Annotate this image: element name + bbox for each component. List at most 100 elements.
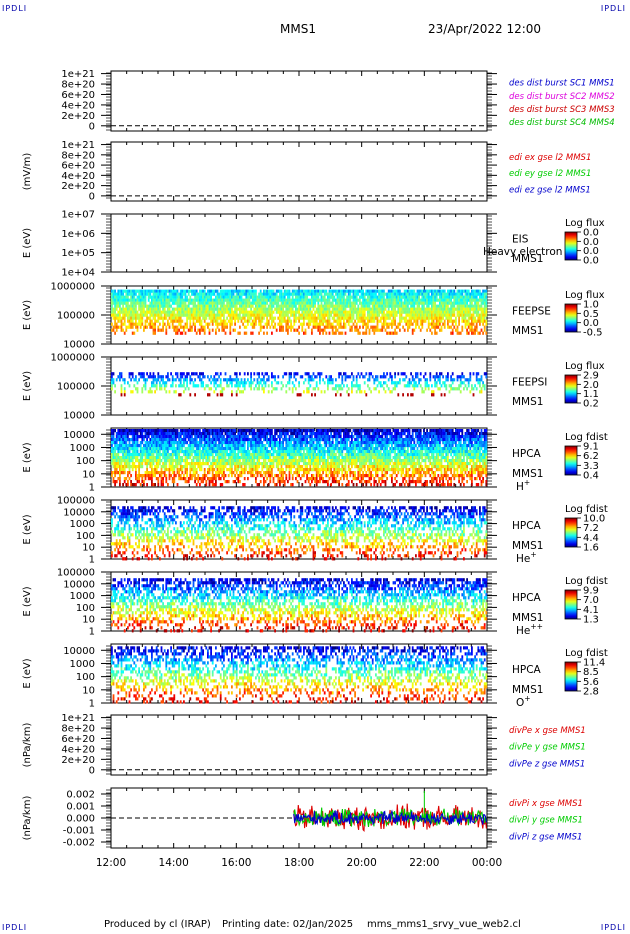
spectrogram-cell bbox=[285, 292, 288, 296]
spectrogram-cell bbox=[469, 304, 472, 308]
spectrogram-cell bbox=[319, 316, 321, 320]
spectrogram-cell bbox=[410, 322, 412, 326]
spectrogram-cell bbox=[167, 289, 169, 293]
spectrogram-cell bbox=[199, 435, 201, 439]
spectrogram-cell bbox=[157, 471, 160, 475]
spectrogram-cell bbox=[144, 295, 147, 299]
spectrogram-cell bbox=[170, 456, 172, 460]
spectrogram-cell bbox=[258, 304, 260, 308]
spectrogram-cell bbox=[162, 310, 164, 314]
spectrogram-cell bbox=[373, 301, 376, 305]
spectrogram-cell bbox=[330, 378, 332, 382]
spectrogram-cell bbox=[191, 474, 193, 478]
spectrogram-cell bbox=[151, 319, 153, 323]
spectrogram-cell bbox=[464, 322, 467, 326]
spectrogram-cell bbox=[227, 295, 230, 299]
spectrogram-cell bbox=[333, 307, 336, 311]
spectrogram-cell bbox=[155, 462, 158, 466]
spectrogram-cell bbox=[307, 325, 310, 329]
spectrogram-cell bbox=[435, 319, 438, 323]
spectrogram-cell bbox=[144, 477, 147, 481]
spectrogram-cell bbox=[178, 378, 180, 382]
spectrogram-cell bbox=[157, 435, 160, 439]
spectrogram-cell bbox=[282, 301, 284, 305]
spectrogram-cell bbox=[205, 313, 208, 317]
spectrogram-cell bbox=[207, 298, 209, 302]
spectrogram-cell bbox=[197, 465, 200, 469]
spectrogram-cell bbox=[407, 325, 409, 329]
spectrogram-cell bbox=[149, 465, 152, 469]
spectrogram-cell bbox=[482, 331, 484, 335]
spectrogram-cell bbox=[379, 319, 382, 323]
spectrogram-cell bbox=[191, 328, 193, 332]
spectrogram-cell bbox=[163, 322, 166, 326]
spectrogram-cell bbox=[194, 393, 196, 397]
spectrogram-cell bbox=[167, 378, 169, 382]
spectrogram-cell bbox=[407, 298, 409, 302]
spectrogram-cell bbox=[181, 468, 184, 472]
spectrogram-cell bbox=[130, 295, 132, 299]
spectrogram-cell bbox=[272, 310, 275, 314]
spectrogram-cell bbox=[114, 331, 116, 335]
spectrogram-cell bbox=[325, 289, 328, 293]
spectrogram-cell bbox=[391, 378, 393, 382]
spectrogram-cell bbox=[288, 375, 291, 379]
spectrogram-cell bbox=[168, 471, 171, 475]
spectrogram-cell bbox=[154, 289, 156, 293]
spectrogram-cell bbox=[216, 319, 219, 323]
spectrogram-cell bbox=[485, 313, 488, 317]
spectrogram-cell bbox=[427, 289, 430, 293]
spectrogram-cell bbox=[192, 301, 195, 305]
spectrogram-cell bbox=[439, 316, 441, 320]
spectrogram-cell bbox=[306, 390, 308, 394]
spectrogram-cell bbox=[375, 316, 377, 320]
spectrogram-cell bbox=[162, 325, 164, 329]
spectrogram-cell bbox=[467, 310, 470, 314]
spectrogram-cell bbox=[181, 465, 184, 469]
spectrogram-cell bbox=[415, 372, 417, 376]
spectrogram-cell bbox=[320, 304, 323, 308]
spectrogram-cell bbox=[275, 328, 278, 332]
spectrogram-cell bbox=[447, 289, 449, 293]
spectrogram-cell bbox=[327, 292, 329, 296]
spectrogram-cell bbox=[359, 307, 361, 311]
spectrogram-cell bbox=[155, 471, 158, 475]
spectrogram-cell bbox=[467, 331, 470, 335]
spectrogram-cell bbox=[293, 304, 296, 308]
spectrogram-cell bbox=[399, 307, 401, 311]
spectrogram-cell bbox=[333, 313, 336, 317]
spectrogram-cell bbox=[114, 325, 116, 329]
spectrogram-cell bbox=[482, 301, 484, 305]
spectrogram-cell bbox=[136, 316, 139, 320]
spectrogram-cell bbox=[176, 375, 179, 379]
spectrogram-cell bbox=[485, 289, 488, 293]
spectrogram-cell bbox=[287, 301, 289, 305]
spectrogram-cell bbox=[383, 292, 385, 296]
spectrogram-cell bbox=[152, 304, 155, 308]
spectrogram-cell bbox=[123, 390, 126, 394]
spectrogram-cell bbox=[255, 307, 257, 311]
spectrogram-cell bbox=[194, 384, 196, 388]
spectrogram-cell bbox=[199, 310, 201, 314]
spectrogram-cell bbox=[320, 322, 323, 326]
spectrogram-cell bbox=[186, 474, 188, 478]
colorbar-value: 0.2 bbox=[583, 399, 599, 410]
spectrogram-cell bbox=[280, 325, 283, 329]
spectrogram-cell bbox=[235, 375, 238, 379]
spectrogram-cell bbox=[141, 319, 144, 323]
header-spacecraft: MMS1 bbox=[280, 22, 316, 36]
spectrogram-cell bbox=[114, 471, 116, 475]
spectrogram-cell bbox=[203, 289, 206, 293]
spectrogram-cell bbox=[120, 429, 123, 433]
spectrogram-cell bbox=[463, 310, 465, 314]
spectrogram-cell bbox=[344, 378, 347, 382]
spectrogram-cell bbox=[184, 304, 187, 308]
spectrogram-cell bbox=[293, 372, 296, 376]
spectrogram-cell bbox=[173, 307, 176, 311]
spectrogram-cell bbox=[131, 459, 134, 463]
spectrogram-cell bbox=[191, 307, 193, 311]
spectrogram-cell bbox=[221, 325, 224, 329]
spectrogram-cell bbox=[442, 375, 444, 379]
spectrogram-cell bbox=[194, 471, 196, 475]
